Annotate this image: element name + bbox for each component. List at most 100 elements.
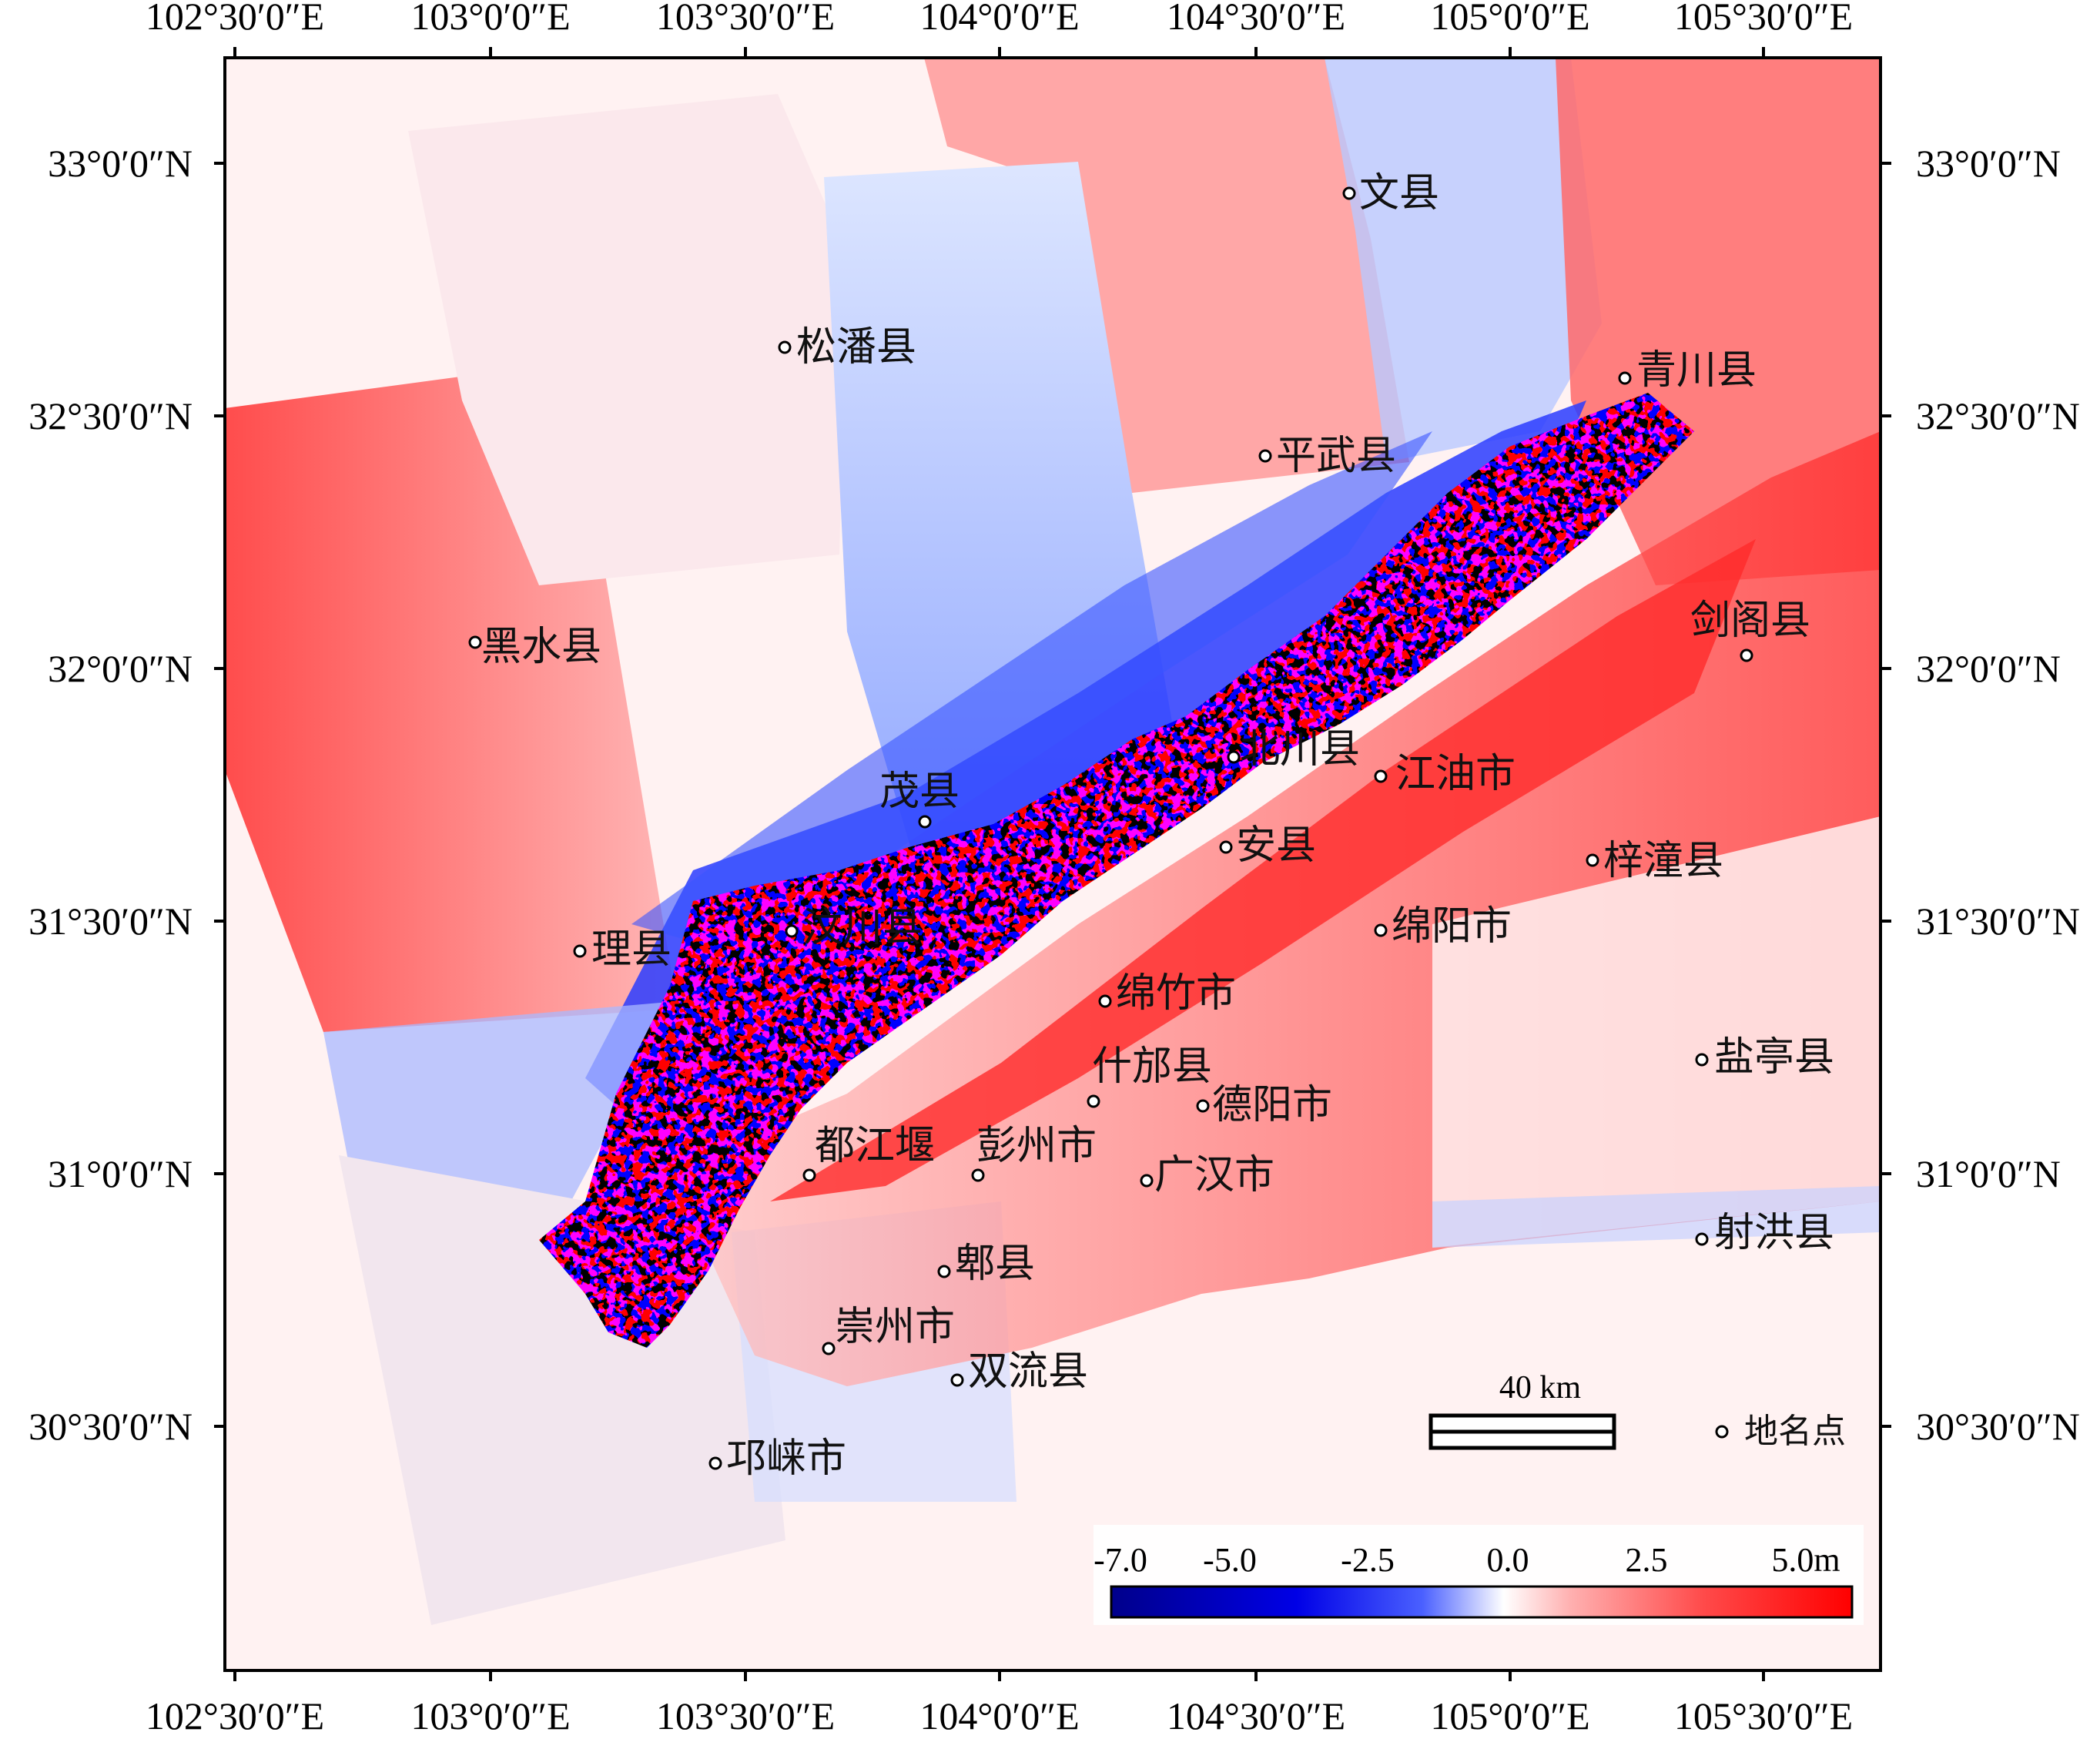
place-point-icon: [1098, 994, 1112, 1008]
colorbar-ramp: [1110, 1585, 1854, 1619]
place-marker: 黑水县: [468, 624, 601, 670]
lat-label-right: 33°0′0″N: [1916, 142, 2061, 185]
lat-label-left: 32°0′0″N: [48, 647, 193, 690]
lat-label-left: 32°30′0″N: [28, 394, 193, 437]
place-point-icon: [708, 1456, 722, 1470]
place-name: 剑阁县: [1690, 598, 1810, 644]
place-marker: 北川县: [1227, 726, 1360, 772]
lon-label-bottom: 105°30′0″E: [1674, 1694, 1853, 1737]
lat-label-right: 31°0′0″N: [1916, 1152, 2061, 1195]
place-labels: 文县松潘县青川县平武县黑水县 剑阁县北川县江油市 茂县安县 梓潼县汶川县 理县 绵阳市绵竹…: [468, 170, 1834, 1482]
lon-label-bottom: 104°30′0″E: [1167, 1694, 1345, 1737]
place-marker: 剑阁县: [1690, 598, 1810, 662]
colorbar-tick-label: 5.0m: [1771, 1541, 1840, 1579]
lon-label-bottom: 103°30′0″E: [656, 1694, 835, 1737]
lat-label-right: 31°30′0″N: [1916, 900, 2080, 943]
lon-label-top: 104°0′0″E: [919, 0, 1079, 38]
lon-label-top: 105°0′0″E: [1430, 0, 1589, 38]
place-point-icon: [1618, 371, 1632, 385]
place-marker: 什邡县: [1087, 1044, 1212, 1108]
place-point-icon: [573, 944, 587, 958]
colorbar-tick-label: -2.5: [1341, 1541, 1395, 1579]
map-frame-border: [223, 56, 1882, 1672]
place-marker: 青川县: [1618, 347, 1757, 394]
place-name: 盐亭县: [1714, 1034, 1834, 1081]
place-name: 江油市: [1395, 751, 1516, 797]
place-marker: 广汉市: [1140, 1152, 1274, 1198]
place-name: 郫县: [955, 1241, 1035, 1287]
place-marker: 松潘县: [778, 324, 916, 370]
point-legend: 地名点: [1715, 1412, 1846, 1451]
place-point-icon: [1740, 648, 1753, 662]
place-marker: 郫县: [937, 1241, 1035, 1287]
place-name: 德阳市: [1212, 1082, 1332, 1128]
place-marker: 安县: [1219, 823, 1316, 869]
place-point-icon: [1258, 449, 1272, 463]
place-point-icon: [1374, 923, 1388, 937]
lat-label-left: 33°0′0″N: [48, 142, 193, 185]
lat-label-left: 31°0′0″N: [48, 1152, 193, 1195]
place-marker: 平武县: [1258, 433, 1396, 479]
colorbar-tick-label: 0.0: [1487, 1541, 1529, 1579]
lon-label-top: 103°30′0″E: [656, 0, 835, 38]
colorbar-tick-label: 2.5: [1626, 1541, 1668, 1579]
place-marker: 盐亭县: [1695, 1034, 1834, 1081]
place-point-icon: [971, 1168, 985, 1182]
graticule-ticks: 102°30′0″E 102°30′0″E 103°0′0″E 103°0′0″E 10…: [28, 0, 2080, 1737]
place-point-icon: [1695, 1232, 1709, 1246]
place-name: 邛崃市: [726, 1436, 846, 1482]
place-point-icon: [950, 1373, 964, 1387]
point-legend-symbol: [1715, 1425, 1729, 1439]
place-marker: 茂县: [879, 769, 960, 829]
colorbar-tick-label: -7.0: [1094, 1541, 1147, 1579]
place-point-icon: [1586, 853, 1599, 867]
place-name: 双流县: [968, 1349, 1088, 1395]
point-legend-label: 地名点: [1744, 1412, 1846, 1451]
place-point-icon: [937, 1265, 951, 1278]
scale-bar: 40 km: [1428, 1370, 1616, 1450]
colorbar-labels: -7.0 -5.0 -2.5 0.0 2.5 5.0m: [1094, 1541, 1840, 1579]
place-point-icon: [918, 815, 932, 829]
place-marker: 德阳市: [1196, 1082, 1332, 1128]
place-marker: 绵竹市: [1098, 970, 1236, 1017]
place-name: 安县: [1236, 823, 1316, 869]
place-name: 都江堰: [815, 1123, 935, 1169]
lon-label-top: 104°30′0″E: [1167, 0, 1345, 38]
place-point-icon: [1342, 186, 1356, 200]
place-point-icon: [1695, 1053, 1709, 1067]
place-point-icon: [802, 1168, 816, 1182]
lon-label-bottom: 102°30′0″E: [146, 1694, 324, 1737]
place-name: 理县: [591, 926, 672, 973]
lat-label-right: 32°30′0″N: [1916, 394, 2080, 437]
lat-label-left: 31°30′0″N: [28, 900, 193, 943]
place-marker: 江油市: [1374, 751, 1516, 797]
place-point-icon: [1196, 1099, 1210, 1113]
place-marker: 文县: [1342, 170, 1439, 216]
place-marker: 崇州市: [822, 1304, 955, 1355]
place-point-icon: [468, 635, 482, 649]
lon-label-bottom: 105°0′0″E: [1430, 1694, 1589, 1737]
place-name: 崇州市: [835, 1304, 955, 1350]
place-name: 射洪县: [1714, 1210, 1834, 1256]
place-name: 梓潼县: [1603, 838, 1723, 884]
place-marker: 都江堰: [802, 1123, 935, 1182]
place-name: 青川县: [1636, 347, 1757, 394]
lon-label-top: 103°0′0″E: [410, 0, 570, 38]
lat-label-left: 30°30′0″N: [28, 1405, 193, 1448]
place-marker: 绵阳市: [1374, 903, 1512, 950]
lon-label-top: 105°30′0″E: [1674, 0, 1853, 38]
lon-label-bottom: 103°0′0″E: [410, 1694, 570, 1737]
colorbar: -7.0 -5.0 -2.5 0.0 2.5 5.0m: [1094, 1525, 1864, 1625]
lon-label-top: 102°30′0″E: [146, 0, 324, 38]
place-marker: 邛崃市: [708, 1436, 846, 1482]
place-name: 黑水县: [481, 624, 601, 670]
place-name: 平武县: [1276, 433, 1396, 479]
place-name: 绵竹市: [1116, 970, 1236, 1017]
place-name: 汶川县: [802, 905, 923, 951]
place-point-icon: [1140, 1174, 1154, 1188]
place-marker: 梓潼县: [1586, 838, 1723, 884]
place-name: 北川县: [1240, 726, 1360, 772]
place-point-icon: [785, 924, 799, 938]
scale-bar-label: 40 km: [1499, 1370, 1582, 1406]
